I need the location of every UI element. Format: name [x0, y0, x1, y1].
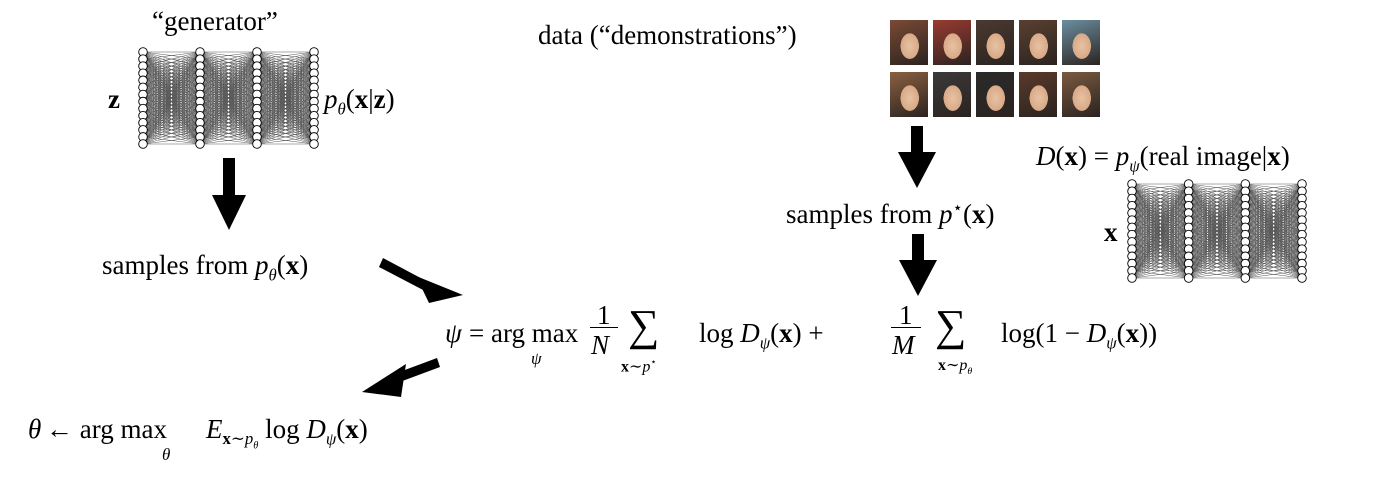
network-node	[252, 139, 262, 149]
arrow-data-samples-to-objective	[899, 234, 937, 296]
discriminator-equation: D(x) = pψ(real image|x)	[1036, 141, 1290, 176]
discriminator-input-x: x	[1104, 217, 1118, 247]
arrow-data-to-samples	[898, 126, 936, 188]
generator-network	[138, 47, 319, 149]
data-label: data (“demonstrations”)	[538, 20, 797, 50]
arrow-model-samples-to-objective	[379, 258, 463, 303]
samples-from-model: samples from pθ(x)	[102, 250, 309, 285]
generator-input-z: z	[108, 84, 120, 114]
generator-label: “generator”	[152, 6, 278, 36]
face-image-grid	[890, 20, 1102, 120]
network-node	[1297, 273, 1307, 283]
network-node	[309, 139, 319, 149]
network-node	[138, 139, 148, 149]
face-thumbnail	[1062, 72, 1100, 117]
arrow-generator-to-samples	[212, 158, 246, 230]
face-thumbnail	[976, 20, 1014, 65]
face-thumbnail	[890, 20, 928, 65]
face-thumbnail	[890, 72, 928, 117]
network-node	[1240, 273, 1251, 283]
face-thumbnail	[933, 20, 971, 65]
face-thumbnail	[933, 72, 971, 117]
network-node	[1127, 273, 1137, 283]
discriminator-network	[1127, 179, 1307, 283]
network-node	[195, 139, 205, 149]
face-thumbnail	[1019, 20, 1057, 65]
samples-from-data: samples from p⋆(x)	[786, 198, 995, 229]
network-node	[1183, 273, 1194, 283]
arrow-objective-to-update	[362, 358, 440, 397]
face-thumbnail	[976, 72, 1014, 117]
generator-output-label: pθ(x|z)	[324, 84, 395, 119]
face-thumbnail	[1062, 20, 1100, 65]
face-thumbnail	[1019, 72, 1057, 117]
